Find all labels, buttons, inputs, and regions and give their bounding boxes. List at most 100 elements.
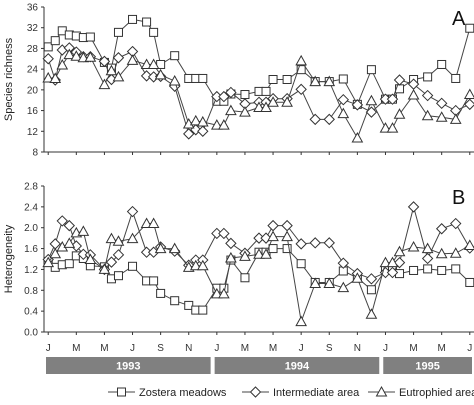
panel-a-point-square <box>268 75 278 84</box>
panel-a-point-triangle <box>309 75 322 87</box>
panel-a-point-diamond <box>435 97 448 110</box>
panel-a-point-triangle <box>126 54 139 65</box>
panel-b-y-tick-label: 2.8 <box>24 182 38 193</box>
x-month-label: N <box>185 343 192 354</box>
panel-a-point-square <box>198 73 208 83</box>
panel-a-point-square <box>128 14 138 24</box>
panel-b-point-triangle <box>42 256 55 268</box>
panel-a-point-diamond <box>98 55 111 68</box>
panel-a-point-triangle <box>267 96 279 107</box>
panel-a-point-diamond <box>295 83 307 96</box>
panel-a-point-triangle <box>239 106 251 117</box>
panel-b-point-triangle <box>189 259 202 271</box>
x-month-label: J <box>383 343 388 354</box>
panel-a-point-triangle <box>147 58 160 69</box>
year-label: 1995 <box>415 361 439 373</box>
panel-b-point-triangle <box>379 256 392 268</box>
panel-b-point-triangle <box>77 225 90 236</box>
panel-a-point-triangle <box>42 71 55 83</box>
x-month-label: M <box>72 343 80 354</box>
panel-a-point-triangle <box>63 48 76 60</box>
year-label: 1993 <box>116 361 140 373</box>
x-month-label: J <box>299 343 304 354</box>
panel-b-point-triangle <box>196 259 209 271</box>
panel-a-point-square <box>296 65 306 75</box>
year-bar-1995 <box>383 357 472 374</box>
panel-a-y-tick-label: 8 <box>32 148 38 159</box>
panel-a-point-square <box>366 65 376 75</box>
panel-a-point-square <box>338 74 348 84</box>
legend: Zostera meadows Intermediate area Eutrophi… <box>108 385 474 399</box>
panel-b-point-triangle <box>393 245 406 257</box>
year-bars: 1993 1994 1995 <box>46 357 472 374</box>
shared-x-axis: JMMJSNJMMJSNJMMJS <box>46 152 472 354</box>
panel-a-y-tick-label: 32 <box>27 23 39 34</box>
panel-a-point-triangle <box>84 51 97 62</box>
panel-a-point-square <box>43 42 53 52</box>
panel-a-point-triangle <box>393 108 406 119</box>
panel-a-point-square <box>451 73 461 83</box>
panel-b-point-diamond <box>105 256 118 268</box>
panel-a-point-diamond <box>386 93 399 105</box>
panel-b-point-square <box>184 300 194 310</box>
panel-a-point-square <box>465 23 474 33</box>
x-month-label: M <box>241 343 249 354</box>
panel-a-point-diamond <box>393 74 406 86</box>
panel-b-point-diamond <box>77 248 90 261</box>
panel-b-point-diamond <box>365 273 378 285</box>
panel-a-point-square <box>170 51 180 61</box>
panel-b-letter: B <box>452 187 465 209</box>
panel-a-point-triangle <box>421 109 434 121</box>
x-month-label: J <box>467 343 472 354</box>
panel-b-series-line-triangle <box>47 223 471 324</box>
panel-b-heterogeneity: 0.0 0.4 0.8 1.2 1.6 2.0 2.4 2.8 Heterogeneity B <box>3 182 474 339</box>
panel-b-y-tick-label: 0.4 <box>24 307 38 318</box>
panel-b-point-triangle <box>435 247 448 259</box>
legend-label: Eutrophied area <box>399 387 474 399</box>
x-month-label: J <box>46 343 51 354</box>
panel-b-point-triangle <box>260 248 272 259</box>
panel-b-point-diamond <box>267 219 279 232</box>
panel-a-point-triangle <box>323 75 336 87</box>
panel-a-point-diamond <box>42 53 54 65</box>
panel-b-point-square <box>198 305 208 315</box>
panel-b-point-diamond <box>295 238 307 250</box>
panel-a-point-triangle <box>98 78 111 90</box>
panel-a-point-diamond <box>183 128 195 140</box>
panel-a-point-triangle <box>154 68 167 80</box>
panel-b-y-tick-label: 1.2 <box>24 265 38 276</box>
panel-a-y-tick-label: 28 <box>27 44 39 55</box>
panel-a-point-square <box>85 32 95 42</box>
panel-b-point-diamond <box>63 219 76 232</box>
panel-a-point-triangle <box>196 115 209 127</box>
panel-b-point-square <box>282 244 292 254</box>
panel-a-point-square <box>282 75 292 84</box>
panel-a-point-triangle <box>189 114 202 126</box>
panel-b-point-diamond <box>218 227 230 240</box>
panel-b-point-triangle <box>63 237 76 248</box>
panel-b-point-square <box>240 273 250 283</box>
panel-a-point-square <box>261 86 271 96</box>
panel-a-point-diamond <box>464 98 474 111</box>
panel-b-point-square <box>423 264 433 274</box>
legend-marker-square <box>117 387 126 397</box>
panel-a-point-diamond <box>323 113 335 126</box>
panel-a-point-diamond <box>140 70 153 82</box>
panel-a-point-diamond <box>225 86 237 99</box>
x-month-label: S <box>157 343 164 354</box>
panel-a-point-triangle <box>70 50 83 61</box>
panel-a-point-diamond <box>197 125 209 137</box>
panel-a-point-square <box>240 90 250 100</box>
panel-b-y-axis-title: Heterogeneity <box>3 224 15 293</box>
panel-a-point-triangle <box>225 104 237 116</box>
panel-b-point-diamond <box>323 237 335 249</box>
panel-b-point-triangle <box>449 247 462 258</box>
panel-a-point-diamond <box>309 113 321 126</box>
panel-a-point-triangle <box>295 54 308 66</box>
panel-a-point-diamond <box>112 52 125 64</box>
panel-a-point-triangle <box>218 119 230 130</box>
panel-b-point-triangle <box>112 235 125 246</box>
x-month-label: M <box>438 343 446 354</box>
panel-b-point-diamond <box>386 266 399 279</box>
panel-b-y-tick-label: 2.4 <box>24 202 38 213</box>
